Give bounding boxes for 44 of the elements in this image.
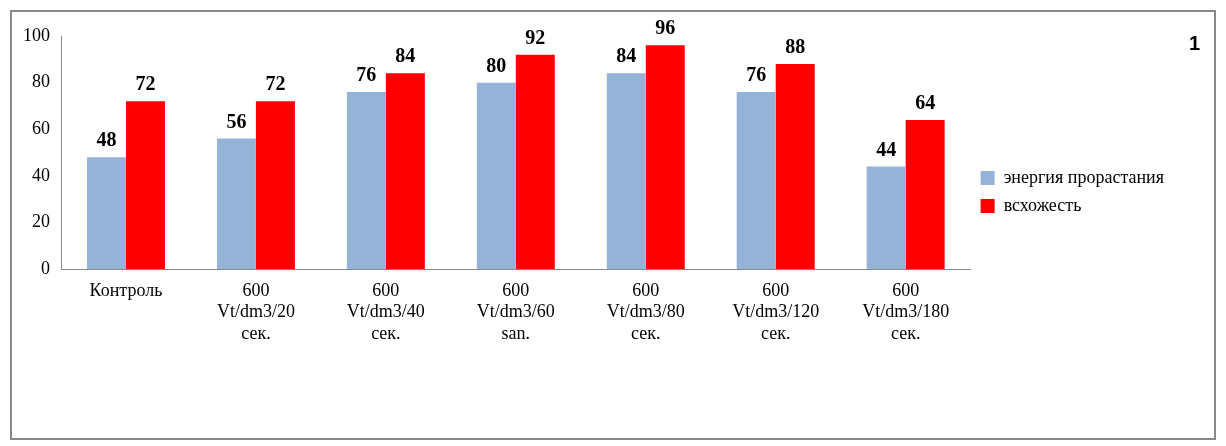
legend-label: всхожесть: [1003, 194, 1082, 215]
bar: [905, 119, 945, 270]
bar: [645, 45, 685, 270]
data-label: 72: [135, 72, 156, 95]
data-label: 76: [746, 63, 767, 86]
data-label: 64: [915, 91, 936, 114]
x-tick-label: 600 Vt/dm3/120 сек.: [732, 279, 820, 343]
y-tick-label: 40: [32, 164, 50, 185]
data-label: 84: [616, 44, 637, 67]
y-tick-label: 80: [32, 71, 50, 92]
x-tick-label: 600 Vt/dm3/20 сек.: [216, 279, 295, 343]
data-label: 84: [395, 44, 416, 67]
y-tick-label: 20: [32, 211, 50, 232]
y-tick-label: 60: [32, 118, 50, 139]
bar: [255, 101, 295, 270]
bar: [866, 166, 906, 270]
data-label: 88: [785, 35, 806, 58]
data-label: 72: [265, 72, 286, 95]
data-label: 96: [655, 16, 676, 39]
y-tick-label: 100: [23, 24, 50, 45]
bar: [775, 63, 815, 270]
y-tick-label: 0: [41, 257, 50, 278]
data-label: 80: [486, 53, 507, 76]
bar: [515, 54, 555, 270]
data-label: 48: [96, 128, 117, 151]
data-label: 56: [226, 109, 247, 132]
x-tick-label: 600 Vt/dm3/60 san.: [476, 279, 555, 343]
x-tick-label: 600 Vt/dm3/80 сек.: [606, 279, 685, 343]
bar: [86, 157, 126, 270]
bar: [736, 91, 776, 270]
x-tick-label: Контроль: [89, 279, 163, 300]
bar: [606, 73, 646, 270]
x-tick-label: 600 Vt/dm3/180 сек.: [862, 279, 950, 343]
data-label: 92: [525, 25, 546, 48]
legend-label: энергия прорастания: [1003, 166, 1164, 187]
bar: [346, 91, 386, 270]
bar: [125, 101, 165, 270]
data-label: 44: [876, 137, 897, 160]
text: 1: [1188, 32, 1200, 55]
bar: [385, 73, 425, 270]
bar: [216, 138, 256, 270]
bar: [476, 82, 516, 270]
x-tick-label: 600 Vt/dm3/40 сек.: [346, 279, 425, 343]
data-label: 76: [356, 63, 377, 86]
